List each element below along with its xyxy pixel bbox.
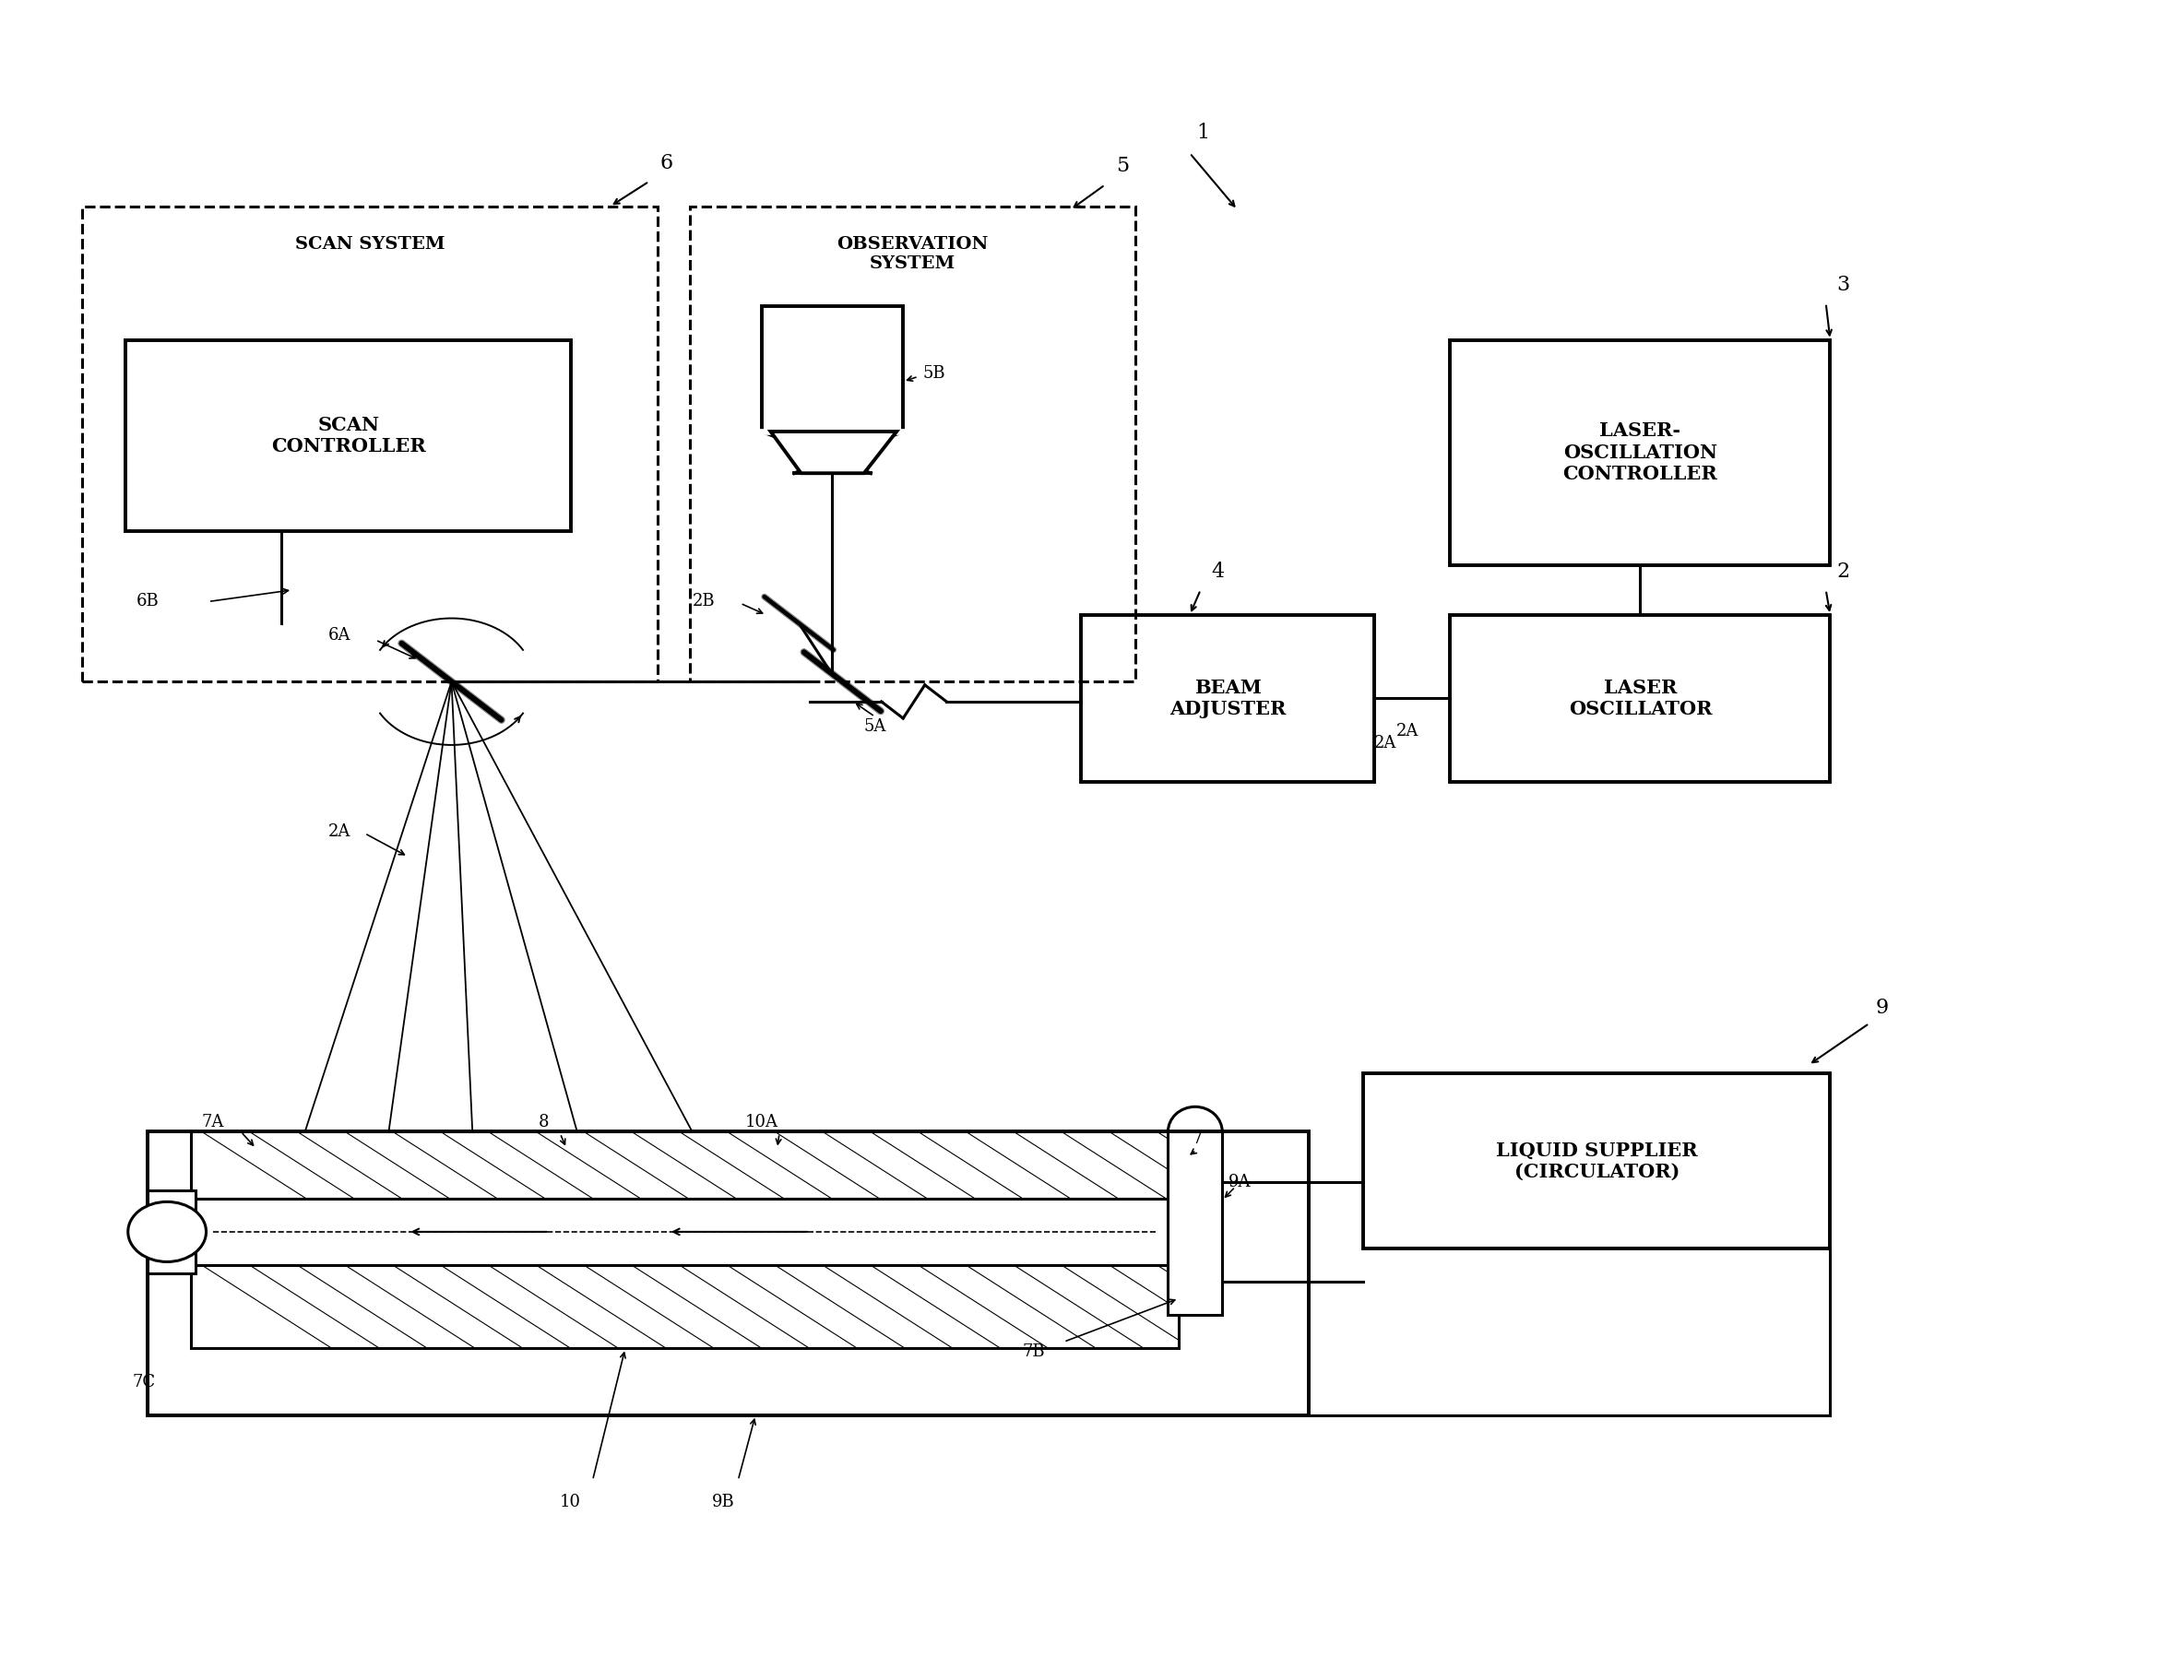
- Bar: [1168, 1132, 1223, 1315]
- Bar: [1081, 615, 1374, 781]
- Text: LASER
OSCILLATOR: LASER OSCILLATOR: [1568, 679, 1712, 719]
- Text: 7: 7: [1192, 1131, 1203, 1147]
- Text: BEAM
ADJUSTER: BEAM ADJUSTER: [1168, 679, 1286, 719]
- Text: 5B: 5B: [922, 365, 946, 381]
- Bar: [690, 207, 1136, 682]
- Bar: [149, 1132, 1308, 1415]
- Bar: [762, 306, 904, 432]
- Text: 5: 5: [1116, 156, 1129, 176]
- Text: 2A: 2A: [1374, 736, 1398, 751]
- Text: 2A: 2A: [328, 823, 349, 840]
- Bar: [190, 1198, 1179, 1265]
- Text: 2A: 2A: [1396, 724, 1417, 739]
- Text: 2: 2: [1837, 561, 1850, 581]
- Text: 10A: 10A: [745, 1114, 778, 1131]
- Text: 1: 1: [1197, 123, 1210, 143]
- Text: 8: 8: [537, 1114, 548, 1131]
- Text: 9B: 9B: [712, 1494, 734, 1510]
- Bar: [1450, 615, 1830, 781]
- Text: LIQUID SUPPLIER
(CIRCULATOR): LIQUID SUPPLIER (CIRCULATOR): [1496, 1141, 1697, 1181]
- Text: 6B: 6B: [138, 593, 159, 610]
- Text: 9A: 9A: [1230, 1173, 1251, 1189]
- Text: 3: 3: [1837, 274, 1850, 294]
- Bar: [1450, 339, 1830, 564]
- Text: 6: 6: [660, 153, 673, 173]
- Circle shape: [129, 1201, 205, 1262]
- Text: 6A: 6A: [328, 627, 349, 643]
- Text: 10: 10: [559, 1494, 581, 1510]
- Text: 7C: 7C: [133, 1374, 155, 1389]
- Text: SCAN
CONTROLLER: SCAN CONTROLLER: [271, 415, 426, 455]
- Text: 7A: 7A: [201, 1114, 225, 1131]
- Text: 7B: 7B: [1022, 1344, 1046, 1361]
- Bar: [190, 1132, 1179, 1198]
- Bar: [83, 207, 657, 682]
- Text: 5A: 5A: [865, 719, 887, 734]
- Bar: [149, 1189, 194, 1273]
- Text: 4: 4: [1212, 561, 1225, 581]
- Text: 9: 9: [1876, 998, 1889, 1018]
- Text: OBSERVATION
SYSTEM: OBSERVATION SYSTEM: [836, 237, 989, 272]
- Bar: [1363, 1074, 1830, 1248]
- Text: 2B: 2B: [692, 593, 714, 610]
- Text: LASER-
OSCILLATION
CONTROLLER: LASER- OSCILLATION CONTROLLER: [1564, 422, 1717, 482]
- Polygon shape: [771, 432, 898, 474]
- Bar: [190, 1265, 1179, 1349]
- Bar: [127, 339, 570, 531]
- Text: SCAN SYSTEM: SCAN SYSTEM: [295, 237, 446, 254]
